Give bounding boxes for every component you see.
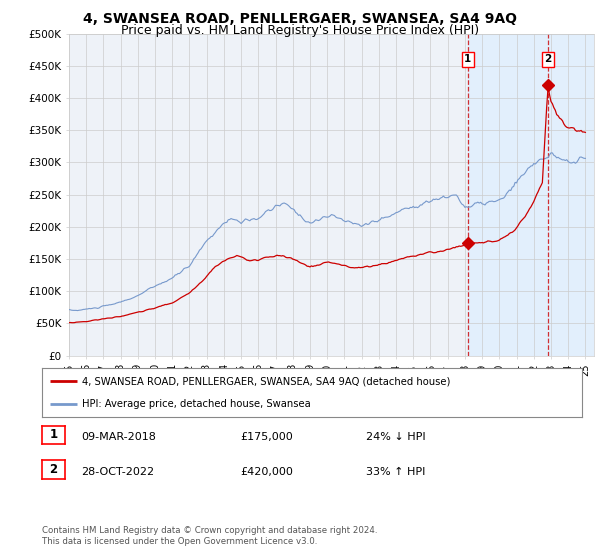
Text: 1: 1 [464, 54, 472, 64]
Text: 28-OCT-2022: 28-OCT-2022 [81, 466, 154, 477]
Text: 24% ↓ HPI: 24% ↓ HPI [366, 432, 425, 442]
Text: £175,000: £175,000 [240, 432, 293, 442]
Text: 4, SWANSEA ROAD, PENLLERGAER, SWANSEA, SA4 9AQ: 4, SWANSEA ROAD, PENLLERGAER, SWANSEA, S… [83, 12, 517, 26]
Text: 2: 2 [49, 463, 58, 476]
Text: 33% ↑ HPI: 33% ↑ HPI [366, 466, 425, 477]
Text: Contains HM Land Registry data © Crown copyright and database right 2024.
This d: Contains HM Land Registry data © Crown c… [42, 526, 377, 546]
Bar [468, 34, 594, 356]
Text: Price paid vs. HM Land Registry's House Price Index (HPI): Price paid vs. HM Land Registry's House … [121, 24, 479, 37]
Text: 2: 2 [544, 54, 551, 64]
Text: 09-MAR-2018: 09-MAR-2018 [81, 432, 156, 442]
Text: 1: 1 [49, 428, 58, 441]
Text: £420,000: £420,000 [240, 466, 293, 477]
Text: 4, SWANSEA ROAD, PENLLERGAER, SWANSEA, SA4 9AQ (detached house): 4, SWANSEA ROAD, PENLLERGAER, SWANSEA, S… [83, 376, 451, 386]
Text: HPI: Average price, detached house, Swansea: HPI: Average price, detached house, Swan… [83, 399, 311, 409]
